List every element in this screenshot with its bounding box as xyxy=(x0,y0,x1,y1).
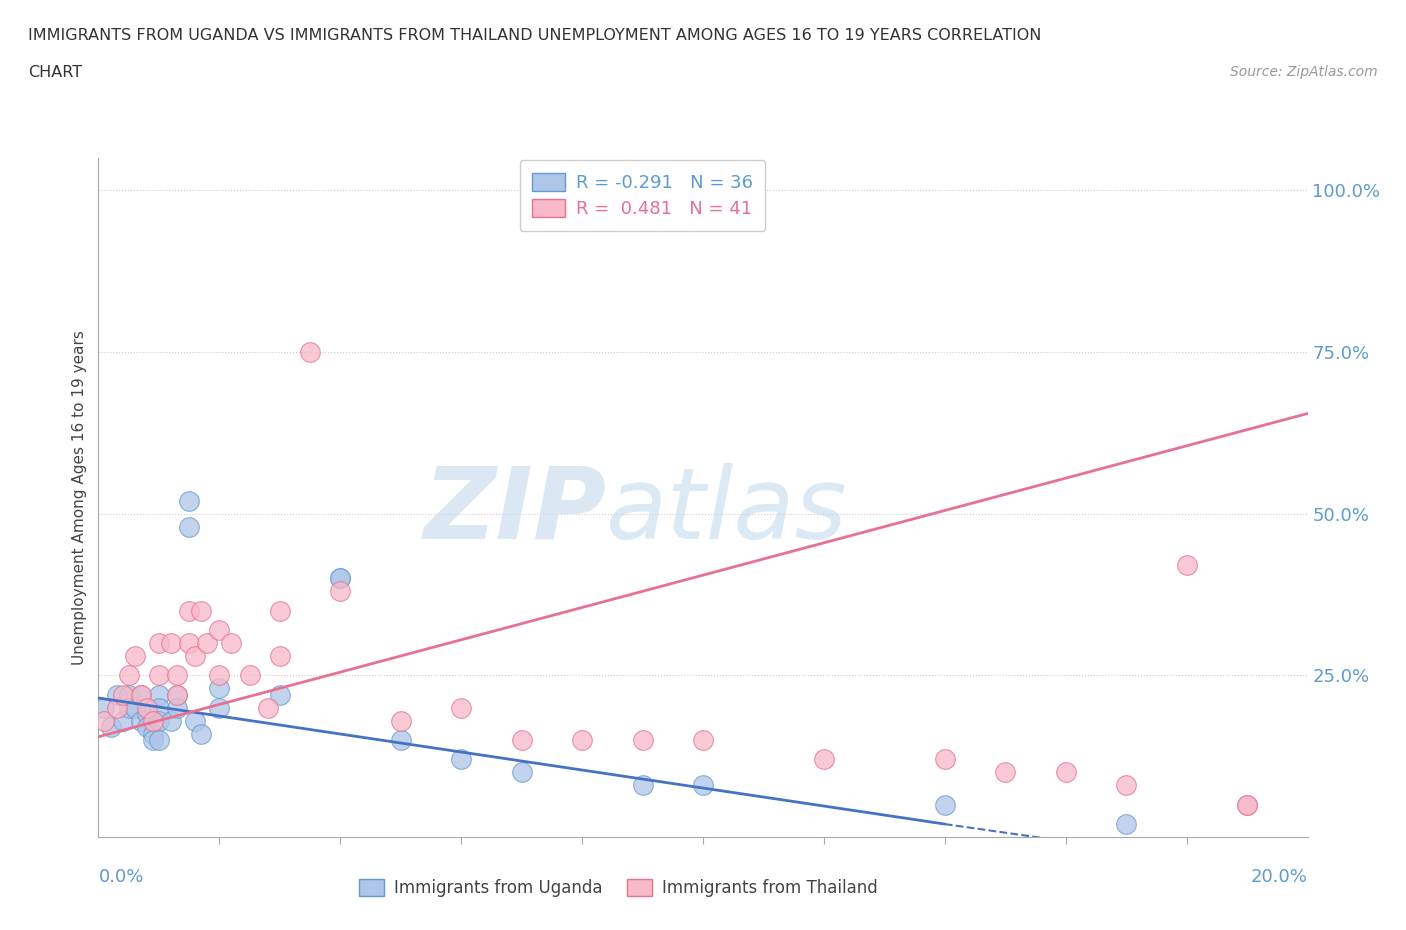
Point xyxy=(111,713,134,728)
Point xyxy=(93,713,115,728)
Point xyxy=(631,733,654,748)
Point xyxy=(105,700,128,715)
Point xyxy=(135,707,157,722)
Point xyxy=(934,752,956,767)
Point xyxy=(118,687,141,702)
Point xyxy=(135,700,157,715)
Point xyxy=(190,726,212,741)
Text: CHART: CHART xyxy=(28,65,82,80)
Point xyxy=(208,668,231,683)
Point xyxy=(118,668,141,683)
Point xyxy=(100,720,122,735)
Point xyxy=(1175,558,1198,573)
Point xyxy=(299,345,322,360)
Text: IMMIGRANTS FROM UGANDA VS IMMIGRANTS FROM THAILAND UNEMPLOYMENT AMONG AGES 16 TO: IMMIGRANTS FROM UGANDA VS IMMIGRANTS FRO… xyxy=(28,28,1042,43)
Point xyxy=(329,584,352,599)
Point xyxy=(179,604,201,618)
Point xyxy=(813,752,835,767)
Point xyxy=(1236,797,1258,812)
Point xyxy=(1115,817,1137,831)
Point xyxy=(934,797,956,812)
Point xyxy=(195,635,218,650)
Point xyxy=(1054,764,1077,779)
Point xyxy=(1115,777,1137,792)
Point xyxy=(571,733,593,748)
Point xyxy=(269,648,291,663)
Point xyxy=(93,700,115,715)
Point xyxy=(135,720,157,735)
Point xyxy=(256,700,278,715)
Point xyxy=(450,752,472,767)
Text: 0.0%: 0.0% xyxy=(98,868,143,885)
Point xyxy=(166,687,188,702)
Point xyxy=(208,623,231,638)
Point xyxy=(184,648,207,663)
Text: atlas: atlas xyxy=(606,462,848,560)
Point xyxy=(510,733,533,748)
Point xyxy=(239,668,262,683)
Point xyxy=(129,687,152,702)
Point xyxy=(269,687,291,702)
Point xyxy=(129,713,152,728)
Point xyxy=(118,700,141,715)
Text: ZIP: ZIP xyxy=(423,462,606,560)
Point xyxy=(389,713,412,728)
Point xyxy=(692,733,714,748)
Point xyxy=(329,571,352,586)
Point xyxy=(208,700,231,715)
Point xyxy=(142,726,165,741)
Point xyxy=(105,687,128,702)
Point xyxy=(179,519,201,534)
Point xyxy=(166,687,188,702)
Point xyxy=(111,687,134,702)
Point xyxy=(510,764,533,779)
Text: 20.0%: 20.0% xyxy=(1251,868,1308,885)
Point xyxy=(190,604,212,618)
Point xyxy=(692,777,714,792)
Text: Source: ZipAtlas.com: Source: ZipAtlas.com xyxy=(1230,65,1378,79)
Y-axis label: Unemployment Among Ages 16 to 19 years: Unemployment Among Ages 16 to 19 years xyxy=(72,330,87,665)
Point xyxy=(148,733,170,748)
Point xyxy=(631,777,654,792)
Point xyxy=(142,713,165,728)
Point xyxy=(148,713,170,728)
Point xyxy=(129,687,152,702)
Point xyxy=(179,635,201,650)
Point xyxy=(184,713,207,728)
Point xyxy=(450,700,472,715)
Point xyxy=(142,733,165,748)
Point xyxy=(124,700,146,715)
Point xyxy=(389,733,412,748)
Point xyxy=(329,571,352,586)
Point xyxy=(148,687,170,702)
Point xyxy=(269,604,291,618)
Point xyxy=(221,635,243,650)
Point xyxy=(148,700,170,715)
Point xyxy=(179,493,201,508)
Point xyxy=(166,668,188,683)
Point xyxy=(148,635,170,650)
Point xyxy=(208,681,231,696)
Point xyxy=(124,648,146,663)
Point xyxy=(160,635,183,650)
Point xyxy=(160,713,183,728)
Point xyxy=(1236,797,1258,812)
Legend: Immigrants from Uganda, Immigrants from Thailand: Immigrants from Uganda, Immigrants from … xyxy=(352,871,884,903)
Point xyxy=(166,700,188,715)
Point xyxy=(994,764,1017,779)
Point xyxy=(148,668,170,683)
